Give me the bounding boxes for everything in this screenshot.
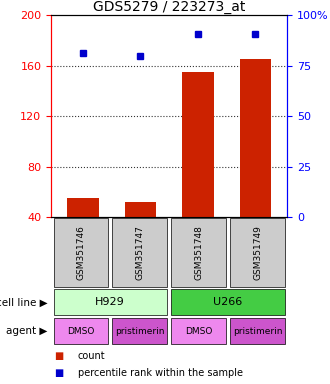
Bar [124,202,156,217]
Bar [53,318,108,344]
Bar [230,218,285,286]
Bar [182,72,214,217]
Text: DMSO: DMSO [185,327,212,336]
Text: GSM351748: GSM351748 [194,225,203,280]
Text: pristimerin: pristimerin [233,327,282,336]
Text: GSM351746: GSM351746 [76,225,85,280]
Bar [113,218,167,286]
Bar [53,290,167,315]
Text: percentile rank within the sample: percentile rank within the sample [78,368,243,378]
Text: cell line ▶: cell line ▶ [0,297,48,308]
Text: pristimerin: pristimerin [115,327,164,336]
Bar [172,318,226,344]
Title: GDS5279 / 223273_at: GDS5279 / 223273_at [93,0,245,14]
Bar [113,318,167,344]
Bar [172,218,226,286]
Text: ■: ■ [54,351,64,361]
Text: agent ▶: agent ▶ [7,326,48,336]
Bar [67,198,99,217]
Bar [53,218,108,286]
Text: U266: U266 [214,297,243,308]
Text: DMSO: DMSO [67,327,94,336]
Text: GSM351749: GSM351749 [253,225,262,280]
Text: ■: ■ [54,368,64,378]
Bar [230,318,285,344]
Text: GSM351747: GSM351747 [135,225,144,280]
Bar [172,290,285,315]
Bar [240,60,271,217]
Text: H929: H929 [95,297,125,308]
Text: count: count [78,351,105,361]
